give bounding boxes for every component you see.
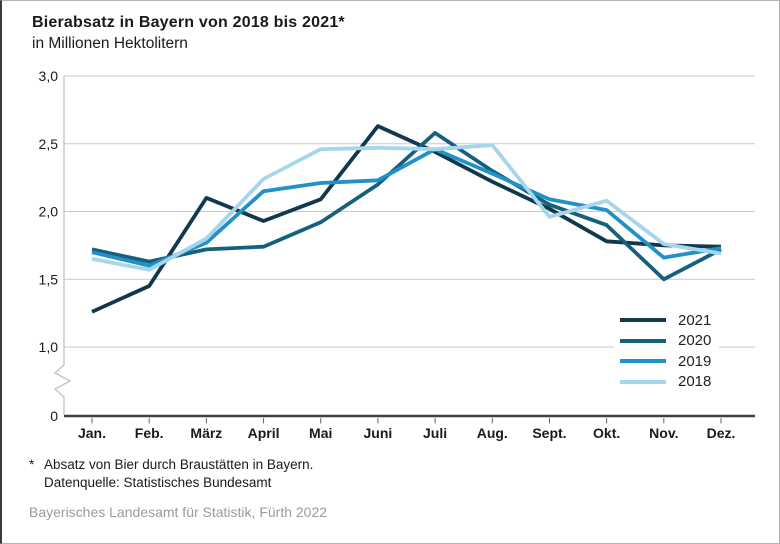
legend-line-swatch-2018	[620, 379, 666, 384]
month-label-April: April	[248, 425, 280, 441]
footnote-text: Absatz von Bier durch Braustätten in Bay…	[44, 456, 313, 492]
legend-line-swatch-2019	[620, 359, 666, 364]
series-line-2019	[91, 147, 722, 268]
y-axis-label-1,0: 1,0	[39, 339, 59, 355]
y-axis-label-zero: 0	[50, 408, 58, 424]
y-axis-line-with-break-symbol	[53, 76, 72, 415]
footnote-line1: Absatz von Bier durch Braustätten in Bay…	[44, 457, 314, 472]
y-axis-label-3,0: 3,0	[39, 68, 59, 84]
month-label-Mai: Mai	[309, 425, 332, 441]
month-label-Dez.: Dez.	[707, 425, 736, 441]
chart-title: Bierabsatz in Bayern von 2018 bis 2021*	[32, 14, 345, 31]
publisher-credit: Bayerisches Landesamt für Statistik, Für…	[29, 504, 328, 520]
month-label-Juni: Juni	[364, 425, 393, 441]
y-axis-label-2,0: 2,0	[39, 204, 59, 220]
y-axis-label-2,5: 2,5	[39, 136, 59, 152]
legend-label-2020: 2020	[678, 332, 712, 350]
month-label-Jan.: Jan.	[78, 425, 106, 441]
legend-label-2021: 2021	[678, 311, 712, 329]
month-label-Aug.: Aug.	[477, 425, 508, 441]
footnote: * Absatz von Bier durch Braustätten in B…	[29, 456, 313, 492]
series-line-2020	[91, 130, 722, 282]
series-line-2018	[91, 143, 722, 272]
legend-item-2020: 2020	[620, 331, 711, 352]
legend-item-2019: 2019	[620, 351, 711, 372]
month-label-März: März	[190, 425, 222, 441]
legend-label-2019: 2019	[678, 352, 712, 370]
month-label-Feb.: Feb.	[135, 425, 164, 441]
month-label-Juli: Juli	[423, 425, 447, 441]
legend-item-2018: 2018	[620, 372, 711, 393]
legend-line-swatch-2021	[620, 318, 666, 323]
footnote-line2: Datenquelle: Statistisches Bundesamt	[44, 475, 272, 490]
month-label-Nov.: Nov.	[649, 425, 678, 441]
footnote-marker: *	[29, 457, 35, 472]
chart-subtitle: in Millionen Hektolitern	[32, 35, 188, 52]
legend-line-swatch-2020	[620, 338, 666, 343]
legend-label-2018: 2018	[678, 373, 712, 391]
chart-legend: 2021 2020 2019 2018	[614, 307, 720, 395]
legend-item-2021: 2021	[620, 310, 711, 331]
series-line-2021	[91, 124, 722, 314]
month-label-Sept.: Sept.	[532, 425, 566, 441]
month-label-Okt.: Okt.	[593, 425, 620, 441]
y-axis-label-1,5: 1,5	[39, 271, 59, 287]
